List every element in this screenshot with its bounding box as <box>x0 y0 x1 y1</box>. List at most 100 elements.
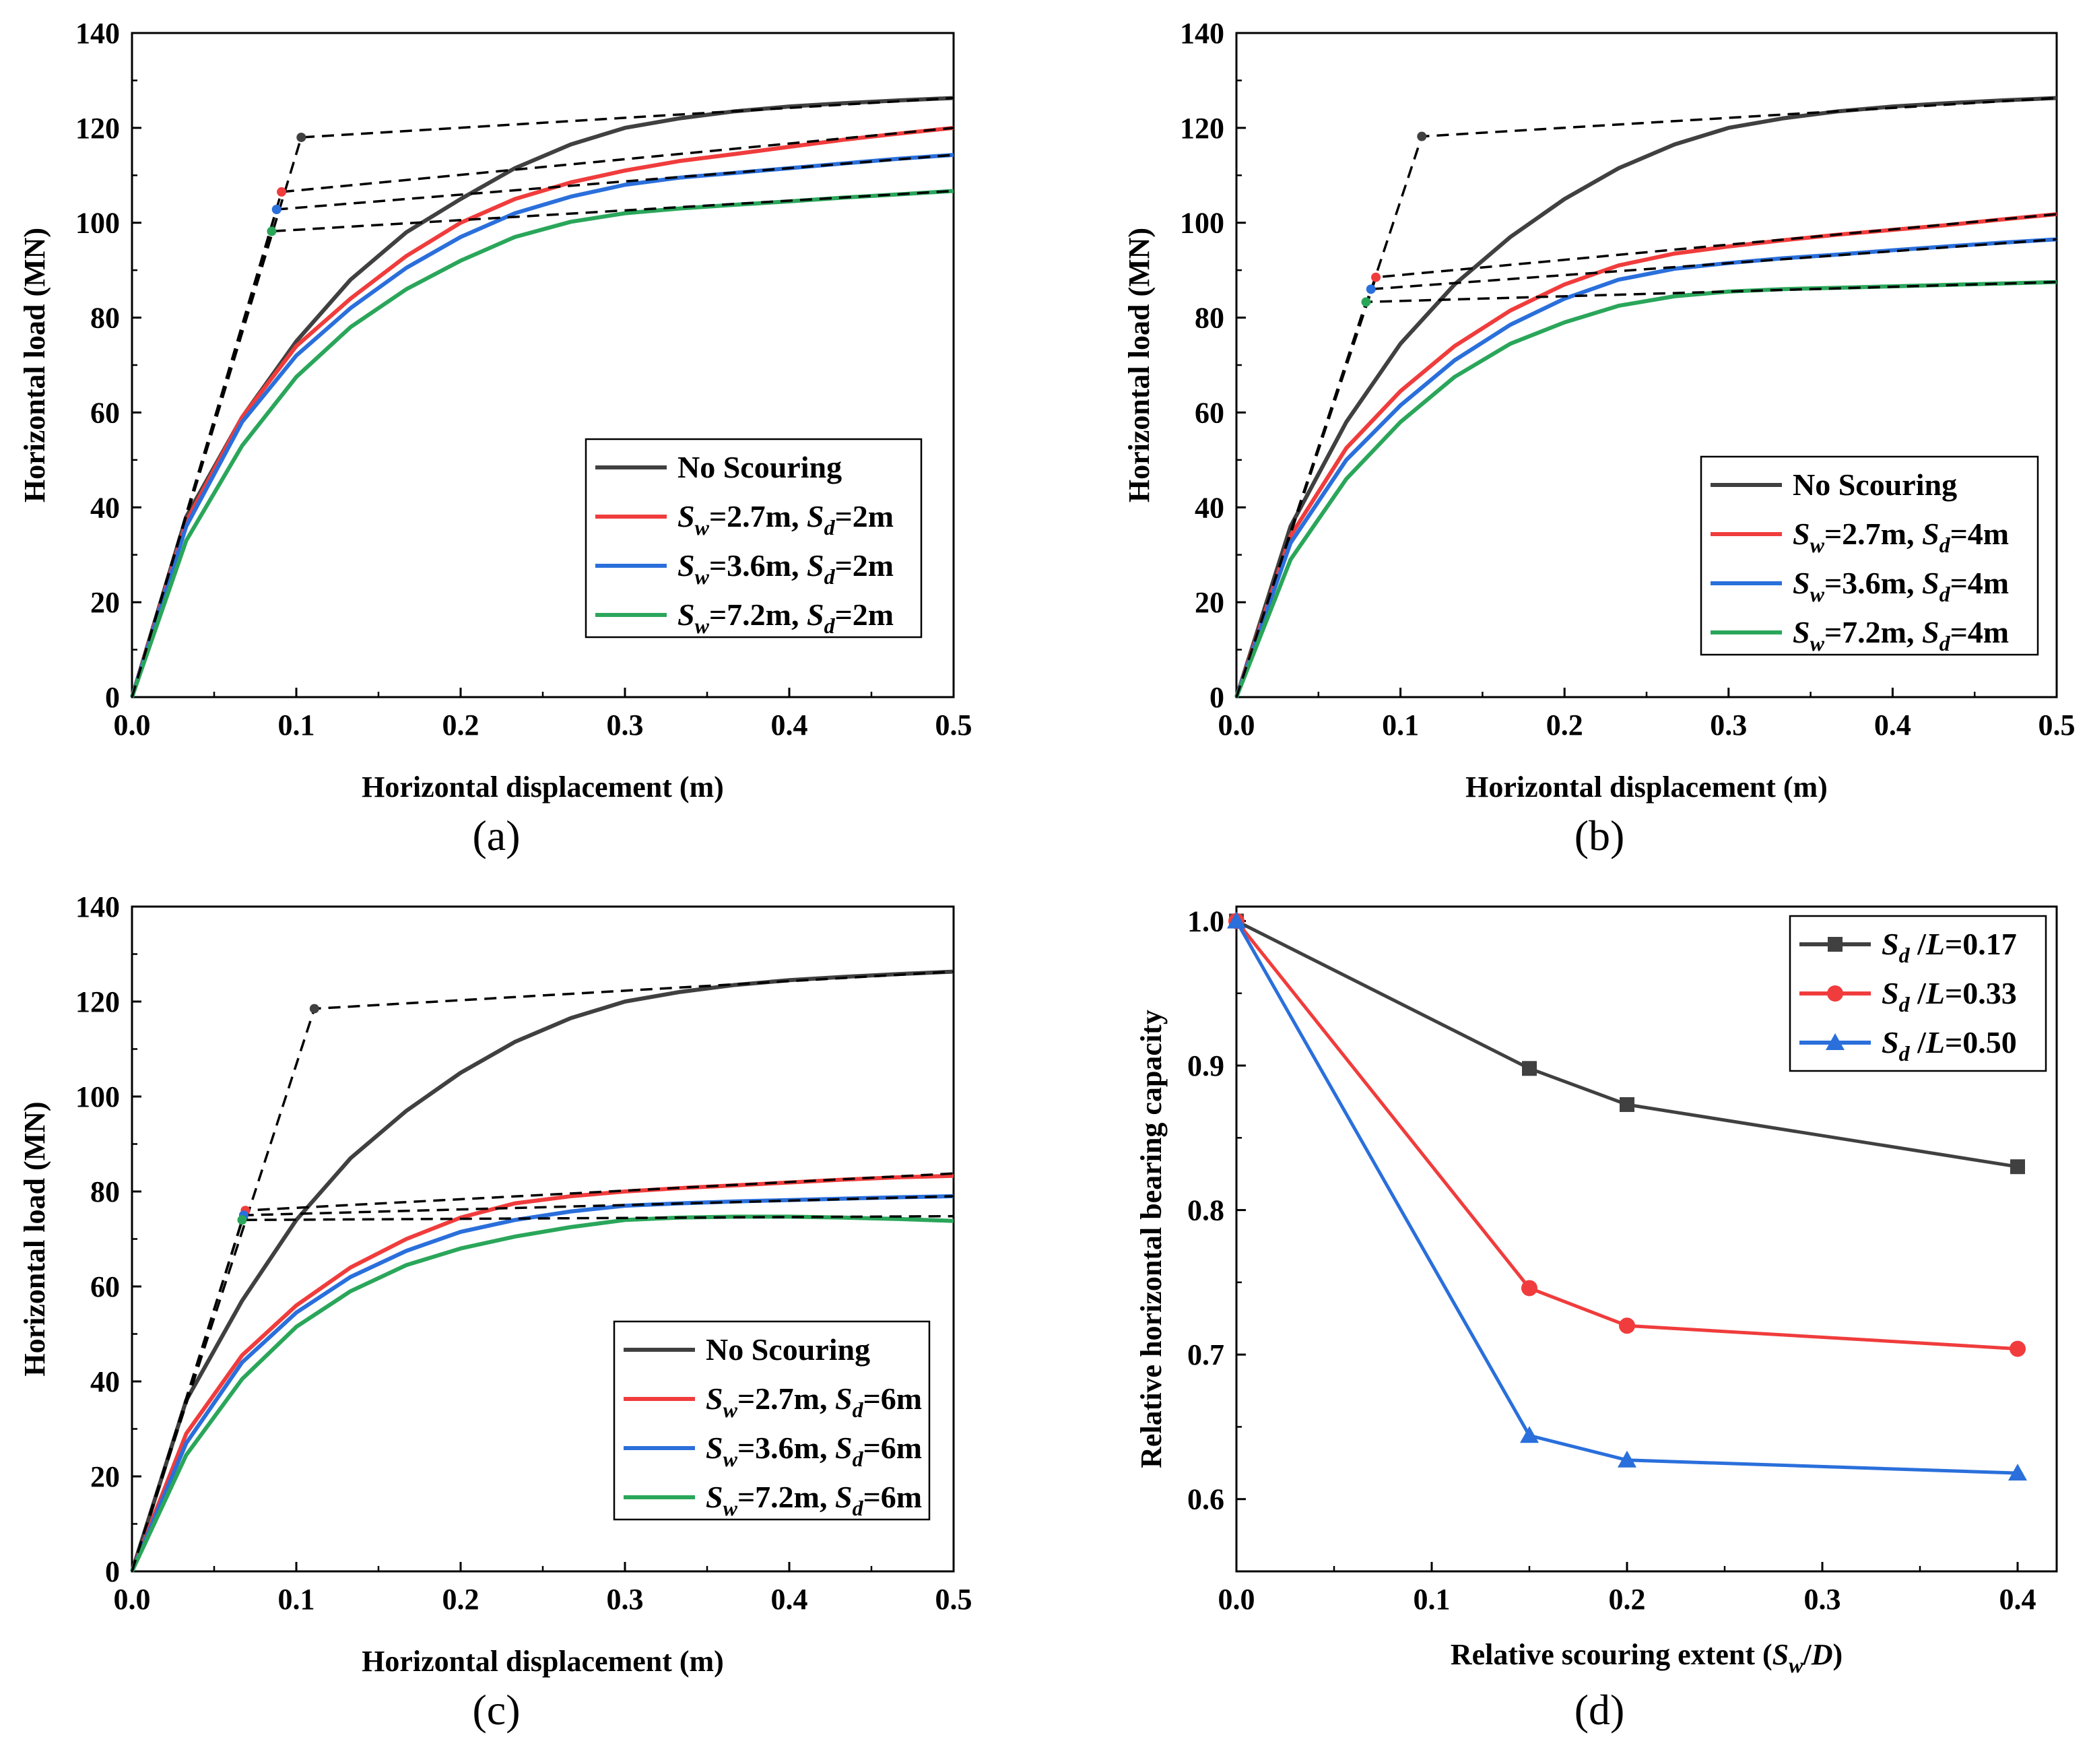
curve-line <box>130 153 954 698</box>
y-tick-label: 80 <box>90 302 120 335</box>
text-part: S <box>677 499 695 533</box>
text-part: S <box>1922 566 1939 600</box>
text-part: =7.2m, <box>709 597 807 632</box>
x-axis-label-part: Relative scouring extent ( <box>1451 1638 1772 1671</box>
text-part: =3.6m, <box>1824 566 1922 600</box>
legend-text: Sw=7.2m, Sd=6m <box>706 1480 922 1520</box>
data-point-square <box>1620 1097 1634 1112</box>
x-axis-label: Horizontal displacement (m) <box>362 771 724 804</box>
text-part: d <box>824 564 836 589</box>
text-part: / <box>1910 927 1927 961</box>
data-point-circle <box>2010 1340 2026 1357</box>
curve-line <box>130 1173 954 1573</box>
text-part: =2.7m, <box>709 499 807 533</box>
legend-text: No Scouring <box>706 1332 870 1367</box>
legend-text: Sw=3.6m, Sd=4m <box>1793 566 2009 606</box>
text-part: w <box>723 1496 738 1520</box>
legend-text: Sd /L=0.33 <box>1882 976 2017 1016</box>
text-part: S <box>1882 927 1899 961</box>
y-axis-label: Horizontal load (MN) <box>1123 228 1156 502</box>
y-tick-label: 60 <box>90 1270 120 1303</box>
x-tick-label: 0.1 <box>1382 709 1419 742</box>
y-axis-label: Horizontal load (MN) <box>18 1101 51 1376</box>
x-tick-label: 0.2 <box>442 1583 479 1616</box>
text-part: L <box>1925 976 1945 1010</box>
x-tick-label: 0.3 <box>607 709 644 742</box>
panel-b: 0.0 0.1 0.2 0.3 0.4 0.5 0 20 40 60 80 100 120 140 Hori… <box>1123 17 2076 859</box>
panel-label: (a) <box>472 812 520 859</box>
text-part: / <box>1910 1025 1927 1059</box>
x-tick-label: 0.5 <box>2038 709 2076 742</box>
x-axis-label-part: D <box>1811 1638 1833 1671</box>
legend-marker <box>1826 1033 1845 1050</box>
text-part: =2m <box>835 548 894 583</box>
legend-text: No Scouring <box>1793 467 1957 502</box>
yield-point-marker <box>267 226 277 236</box>
y-tick-label: 140 <box>75 890 120 923</box>
x-axis-label: Horizontal displacement (m) <box>1465 771 1828 804</box>
x-axis-label-part: S <box>1772 1638 1789 1671</box>
text-part: S <box>1922 615 1939 649</box>
text-part: S <box>677 548 695 583</box>
yield-point-marker <box>277 187 287 197</box>
y-tick-label: 140 <box>1180 17 1224 50</box>
x-tick-label: 0.5 <box>935 1583 972 1616</box>
series-3 <box>130 189 954 698</box>
y-axis-label: Horizontal load (MN) <box>18 228 51 502</box>
series-line <box>1235 919 2018 1169</box>
y-tick-label: 0 <box>105 1555 120 1588</box>
yield-point-marker <box>271 204 281 214</box>
text-part: S <box>807 499 824 533</box>
text-part: S <box>1793 615 1810 649</box>
y-tick-label: 0.7 <box>1187 1338 1224 1371</box>
text-part: =4m <box>1950 615 2010 649</box>
x-tick-label: 0.1 <box>278 709 315 742</box>
text-part: w <box>723 1447 738 1471</box>
x-axis-label: Relative scouring extent (Sw/D) <box>1451 1638 1843 1677</box>
legend-text: Sd /L=0.17 <box>1882 927 2017 967</box>
x-tick-label: 0.0 <box>1218 709 1255 742</box>
series-line <box>1235 919 2018 1351</box>
legend-box <box>613 1320 931 1521</box>
text-part: S <box>1793 566 1810 600</box>
legend-text: No Scouring <box>677 450 842 484</box>
yield-point-marker <box>1371 272 1381 282</box>
legend-text: Sw=2.7m, Sd=6m <box>706 1381 922 1422</box>
text-part: d <box>1939 631 1951 655</box>
text-part: w <box>1810 582 1825 606</box>
x-tick-label: 0.4 <box>771 709 808 742</box>
data-point-circle <box>1521 1280 1537 1297</box>
text-part: S <box>835 1480 853 1514</box>
bilinear-dashed-line <box>131 1214 954 1572</box>
panel-label: (b) <box>1574 812 1625 859</box>
legend-text: Sw=7.2m, Sd=4m <box>1793 615 2009 655</box>
y-tick-label: 0.8 <box>1187 1194 1224 1227</box>
text-part: =7.2m, <box>737 1480 835 1514</box>
text-part: =2.7m, <box>1824 517 1922 551</box>
text-part: S <box>1882 1025 1899 1059</box>
text-part: d <box>853 1447 864 1471</box>
series-2 <box>1227 911 2027 1481</box>
text-part: d <box>1939 582 1951 606</box>
data-point-triangle <box>1618 1450 1636 1468</box>
legend-marker <box>1828 937 1843 952</box>
y-tick-label: 0.9 <box>1187 1049 1224 1082</box>
legend-box <box>1700 455 2039 656</box>
text-part: =0.50 <box>1945 1025 2017 1059</box>
y-tick-label: 0 <box>1209 681 1224 714</box>
text-part: L <box>1925 927 1945 961</box>
x-axis-label-part: / <box>1802 1638 1812 1671</box>
x-tick-label: 0.0 <box>114 709 151 742</box>
text-part: =4m <box>1950 517 2010 551</box>
x-tick-label: 0.4 <box>1999 1583 2036 1616</box>
y-tick-label: 0.6 <box>1187 1483 1224 1516</box>
bilinear-dashed-line <box>131 127 954 698</box>
panel-label: (d) <box>1574 1686 1625 1734</box>
x-axis-label-part: ) <box>1832 1638 1843 1671</box>
panel-a: 0.0 0.1 0.2 0.3 0.4 0.5 0 20 40 60 80 100 120 140 Hori… <box>18 17 972 859</box>
text-part: No Scouring <box>706 1332 870 1367</box>
text-part: S <box>807 548 824 583</box>
y-tick-label: 80 <box>90 1175 120 1208</box>
